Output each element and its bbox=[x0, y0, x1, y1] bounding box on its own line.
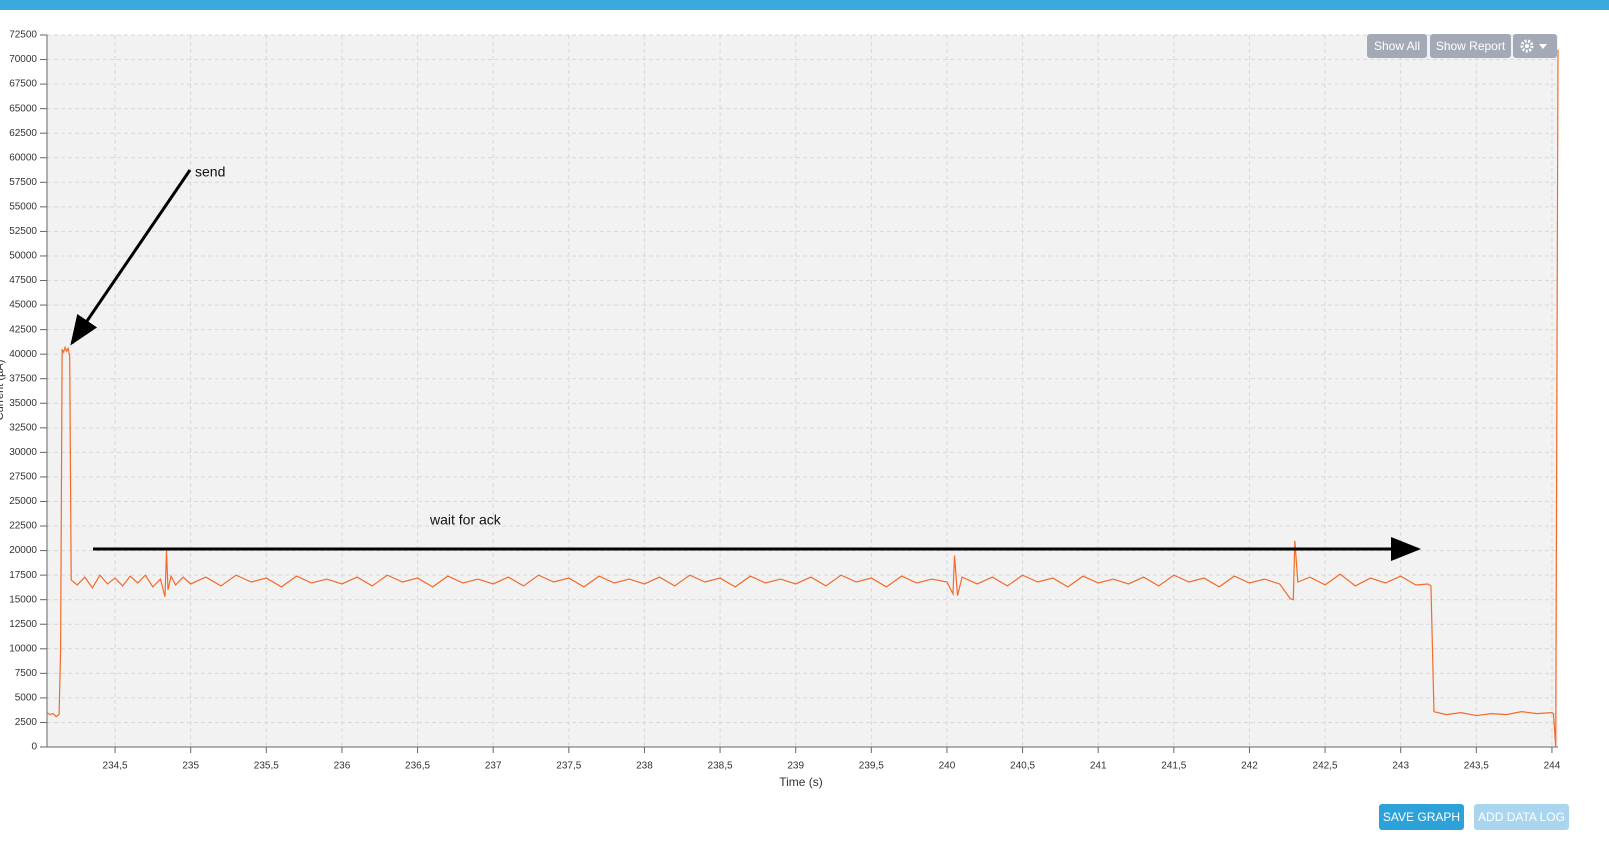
y-tick-label: 12500 bbox=[9, 619, 37, 630]
y-tick-label: 2500 bbox=[15, 717, 38, 728]
x-tick-label: 241,5 bbox=[1161, 761, 1186, 772]
y-tick-label: 0 bbox=[31, 742, 37, 753]
y-tick-label: 15000 bbox=[9, 594, 37, 605]
y-tick-label: 20000 bbox=[9, 545, 37, 556]
x-tick-label: 239 bbox=[787, 761, 804, 772]
x-tick-label: 238,5 bbox=[708, 761, 733, 772]
y-tick-label: 70000 bbox=[9, 54, 37, 65]
show-report-button[interactable]: Show Report bbox=[1430, 34, 1511, 58]
y-tick-label: 65000 bbox=[9, 103, 37, 114]
gear-icon bbox=[1520, 39, 1547, 53]
y-tick-label: 62500 bbox=[9, 128, 37, 139]
x-tick-label: 235 bbox=[182, 761, 199, 772]
y-tick-label: 47500 bbox=[9, 275, 37, 286]
x-tick-label: 237 bbox=[485, 761, 502, 772]
y-tick-label: 10000 bbox=[9, 643, 37, 654]
x-tick-label: 241 bbox=[1090, 761, 1107, 772]
annotation: wait for ack bbox=[429, 512, 502, 528]
y-tick-label: 42500 bbox=[9, 324, 37, 335]
y-axis-label: Current (µA) bbox=[0, 360, 6, 421]
y-tick-label: 27500 bbox=[9, 472, 37, 483]
x-tick-label: 237,5 bbox=[556, 761, 581, 772]
y-tick-label: 60000 bbox=[9, 152, 37, 163]
y-tick-label: 37500 bbox=[9, 373, 37, 384]
x-tick-label: 234,5 bbox=[103, 761, 128, 772]
show-all-button[interactable]: Show All bbox=[1367, 34, 1427, 58]
y-tick-label: 55000 bbox=[9, 202, 37, 213]
y-tick-label: 57500 bbox=[9, 177, 37, 188]
y-tick-label: 30000 bbox=[9, 447, 37, 458]
x-tick-label: 240 bbox=[939, 761, 956, 772]
annotation-arrow bbox=[70, 169, 192, 346]
y-tick-label: 32500 bbox=[9, 422, 37, 433]
x-tick-label: 242 bbox=[1241, 761, 1258, 772]
y-tick-label: 52500 bbox=[9, 226, 37, 237]
save-graph-button[interactable]: SAVE GRAPH bbox=[1379, 804, 1464, 830]
x-tick-label: 236,5 bbox=[405, 761, 430, 772]
y-tick-label: 67500 bbox=[9, 79, 37, 90]
x-tick-label: 236 bbox=[334, 761, 351, 772]
annotation: send bbox=[195, 164, 225, 180]
y-tick-label: 40000 bbox=[9, 349, 37, 360]
data-line bbox=[46, 49, 1559, 748]
add-data-log-button[interactable]: ADD DATA LOG bbox=[1474, 804, 1569, 830]
settings-button[interactable] bbox=[1513, 34, 1557, 58]
y-tick-label: 45000 bbox=[9, 300, 37, 311]
x-tick-label: 242,5 bbox=[1313, 761, 1338, 772]
y-tick-label: 72500 bbox=[9, 30, 37, 41]
x-tick-label: 239,5 bbox=[859, 761, 884, 772]
y-tick-label: 22500 bbox=[9, 521, 37, 532]
y-tick-label: 25000 bbox=[9, 496, 37, 507]
x-tick-label: 240,5 bbox=[1010, 761, 1035, 772]
x-tick-label: 235,5 bbox=[254, 761, 279, 772]
y-tick-label: 17500 bbox=[9, 570, 37, 581]
x-tick-label: 243 bbox=[1392, 761, 1409, 772]
plot-area bbox=[47, 35, 1558, 747]
top-bar bbox=[0, 0, 1609, 10]
y-tick-label: 35000 bbox=[9, 398, 37, 409]
y-tick-label: 5000 bbox=[15, 693, 38, 704]
x-tick-label: 244 bbox=[1544, 761, 1561, 772]
x-axis-label: Time (s) bbox=[779, 775, 823, 789]
y-tick-label: 50000 bbox=[9, 251, 37, 262]
x-tick-label: 238 bbox=[636, 761, 653, 772]
x-tick-label: 243,5 bbox=[1464, 761, 1489, 772]
y-tick-label: 7500 bbox=[15, 668, 38, 679]
